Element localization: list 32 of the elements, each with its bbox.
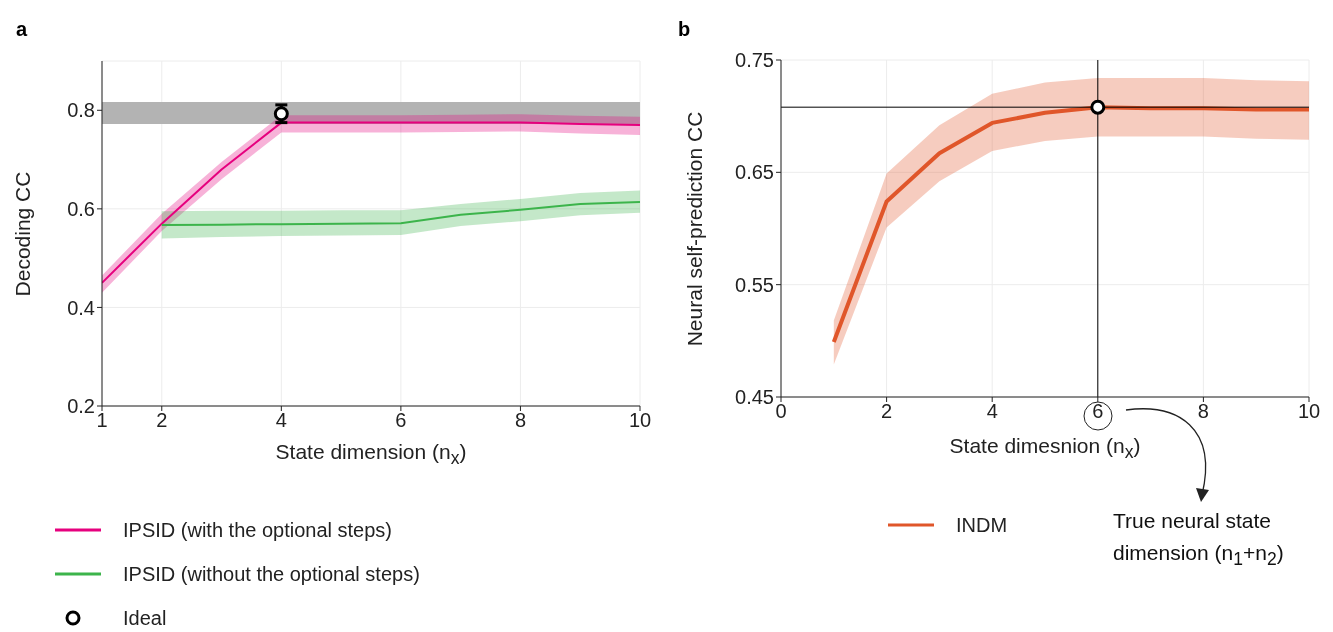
line-series — [160, 200, 640, 227]
chart-title: b — [678, 18, 691, 41]
y-tick-label: 0.75 — [735, 49, 774, 72]
x-axis-title: State dimesnion (n$_{x}$) — [948, 434, 1142, 464]
x-tick-label: 8 — [1197, 400, 1209, 423]
x-tick-label: 6 — [395, 409, 407, 432]
x-tick-label: 8 — [514, 409, 527, 432]
x-tick-label: 0 — [775, 400, 787, 423]
x-tick-label: 2 — [156, 409, 168, 432]
x-tick-label: 4 — [275, 409, 287, 432]
legend-label: Ideal — [123, 606, 167, 630]
y-axis-title: Neural self-prediction CC — [683, 111, 707, 346]
y-tick-label: 0.55 — [735, 273, 774, 296]
chart-title: a — [16, 18, 28, 41]
legend-label: IPSID (without the optional steps) — [123, 562, 420, 586]
legend-label: IPSID (with the optional steps) — [123, 518, 393, 542]
y-tick-label: 0.2 — [67, 395, 95, 418]
x-tick-label: 4 — [986, 400, 998, 423]
x-tick-label: 10 — [1297, 400, 1321, 423]
text: True neural state dimension (n$_{1}$+n$_{2}$) — [1113, 508, 1285, 572]
x-axis-title: State dimension (n$_{x}$) — [274, 440, 468, 470]
y-tick-label: 0.65 — [735, 161, 774, 184]
x-tick-label: 1 — [96, 409, 108, 432]
x-tick-label: 2 — [881, 400, 893, 423]
y-tick-label: 0.6 — [67, 197, 95, 220]
y-tick-label: 0.8 — [67, 99, 95, 122]
x-tick-label: 10 — [628, 409, 652, 432]
y-axis-title: Decoding CC — [11, 171, 35, 296]
y-tick-label: 0.4 — [67, 296, 95, 319]
x-tick-label: 6 — [1092, 400, 1104, 423]
y-tick-label: 0.45 — [735, 386, 774, 409]
legend-label: INDM — [956, 513, 1008, 537]
